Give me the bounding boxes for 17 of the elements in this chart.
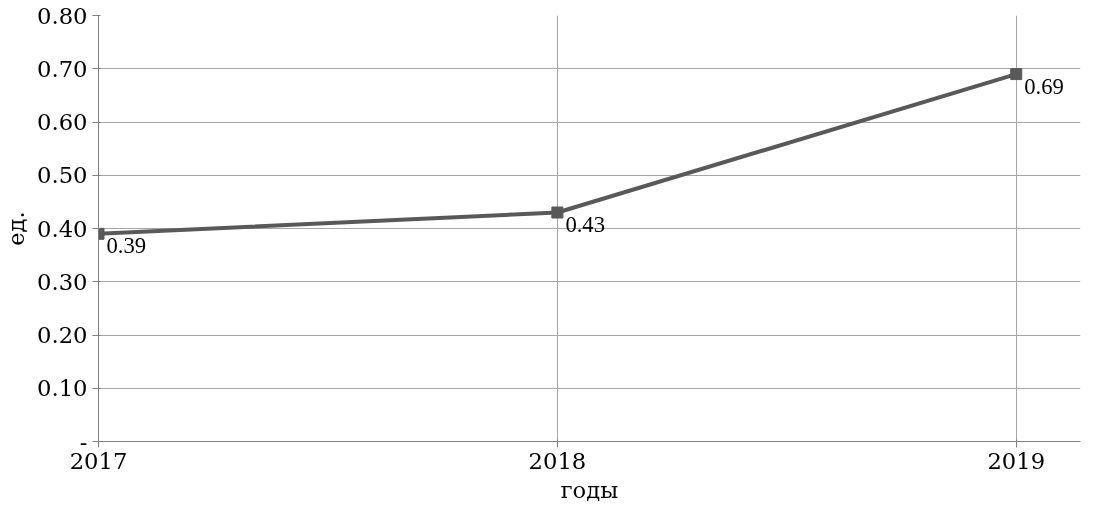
y-tick-label: 0.40 bbox=[37, 215, 88, 242]
x-tick-label: 2018 bbox=[528, 447, 587, 474]
data-label: 0.39 bbox=[106, 233, 147, 259]
y-tick-label: 0.50 bbox=[37, 162, 88, 189]
y-tick-label: 0.60 bbox=[37, 109, 88, 135]
y-tick-label: 0.70 bbox=[37, 55, 88, 82]
point bbox=[1010, 68, 1023, 81]
y-tick-label: 0.80 bbox=[37, 2, 88, 29]
y-tick-label: 0.10 bbox=[37, 375, 88, 402]
x-tick-label: 2019 bbox=[987, 447, 1046, 474]
point bbox=[551, 206, 564, 219]
x-axis-title: годы bbox=[560, 476, 619, 503]
y-tick-label: 0.30 bbox=[37, 268, 88, 295]
y-tick-label: 0.20 bbox=[37, 322, 88, 348]
y-axis-title: ед. bbox=[3, 211, 30, 246]
data-label: 0.43 bbox=[565, 212, 606, 238]
data-label: 0.69 bbox=[1024, 73, 1064, 99]
